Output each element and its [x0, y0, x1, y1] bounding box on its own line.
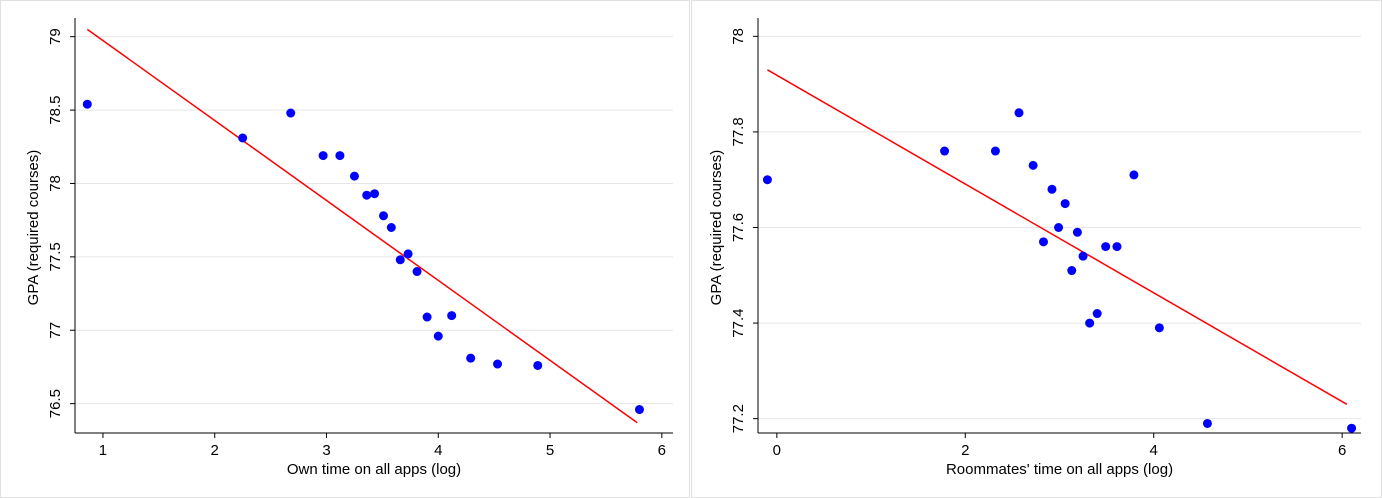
- y-tick-label: 76.5: [47, 389, 64, 418]
- data-point: [82, 99, 92, 109]
- y-tick-label: 78.5: [47, 95, 64, 124]
- x-tick-label: 1: [99, 442, 107, 459]
- right-panel-frame: [691, 0, 1382, 498]
- x-tick-label: 2: [211, 442, 219, 459]
- data-point: [403, 249, 413, 259]
- data-point: [634, 405, 644, 415]
- data-point: [1078, 251, 1088, 261]
- x-tick-label: 4: [434, 442, 442, 459]
- x-tick-label: 6: [658, 442, 666, 459]
- data-point: [238, 133, 248, 143]
- data-point: [990, 146, 1000, 156]
- data-point: [1067, 266, 1077, 276]
- y-tick-label: 77.4: [730, 308, 747, 337]
- data-point: [1129, 170, 1139, 180]
- y-tick-label: 78: [47, 175, 64, 192]
- data-point: [1092, 309, 1102, 319]
- data-point: [1014, 108, 1024, 118]
- y-axis-title: GPA (required courses): [25, 150, 42, 306]
- right-scatter-chart: 77.2 77.4 77.6 77.8 78 0 2 4 6 Roommates' time on…: [708, 18, 1361, 478]
- left-scatter-chart: 76.5 77 77.5 78 78.5 79 1 2 3 4 5 6 Own time on all …: [25, 18, 673, 478]
- data-point: [1028, 160, 1038, 170]
- x-tick-label: 6: [1338, 442, 1346, 459]
- data-point: [1085, 318, 1095, 328]
- y-tick-label: 79: [47, 28, 64, 45]
- y-tick-label: 77.8: [730, 117, 747, 146]
- data-point: [533, 360, 543, 370]
- data-point: [349, 171, 359, 181]
- data-point: [447, 311, 457, 321]
- data-point: [1072, 227, 1082, 237]
- data-point: [1154, 323, 1164, 333]
- data-point: [1347, 423, 1357, 433]
- y-axis-title: GPA (required courses): [708, 150, 725, 306]
- x-tick-label: 4: [1150, 442, 1158, 459]
- data-point: [1047, 184, 1057, 194]
- data-point: [1112, 242, 1122, 252]
- data-point: [362, 190, 372, 200]
- data-point: [1060, 199, 1070, 209]
- data-point: [386, 223, 396, 232]
- left-panel-frame: [0, 0, 690, 498]
- x-tick-label: 3: [322, 442, 330, 459]
- data-point: [335, 151, 345, 161]
- data-point: [762, 175, 772, 185]
- data-point: [1038, 237, 1048, 247]
- data-point: [466, 353, 476, 363]
- data-point: [1054, 223, 1064, 232]
- data-point: [1202, 418, 1212, 428]
- x-axis-title: Roommates' time on all apps (log): [946, 461, 1173, 478]
- data-point: [286, 108, 296, 118]
- data-point: [370, 189, 380, 199]
- y-tick-label: 78: [730, 28, 747, 45]
- y-tick-label: 77.2: [730, 404, 747, 433]
- y-tick-label: 77.6: [730, 213, 747, 242]
- y-tick-label: 77: [47, 322, 64, 339]
- data-point: [493, 359, 503, 369]
- data-point: [1101, 242, 1111, 252]
- data-point: [433, 331, 443, 341]
- data-point: [940, 146, 950, 156]
- x-axis-title: Own time on all apps (log): [287, 461, 461, 478]
- data-point: [379, 211, 389, 221]
- x-tick-label: 5: [546, 442, 554, 459]
- data-point: [318, 151, 328, 161]
- data-point: [422, 312, 432, 322]
- y-tick-label: 77.5: [47, 242, 64, 271]
- data-point: [412, 267, 422, 277]
- x-tick-label: 0: [773, 442, 781, 459]
- fitted-line: [767, 69, 1348, 405]
- fitted-line: [86, 28, 638, 424]
- x-tick-label: 2: [961, 442, 969, 459]
- data-point: [395, 255, 405, 265]
